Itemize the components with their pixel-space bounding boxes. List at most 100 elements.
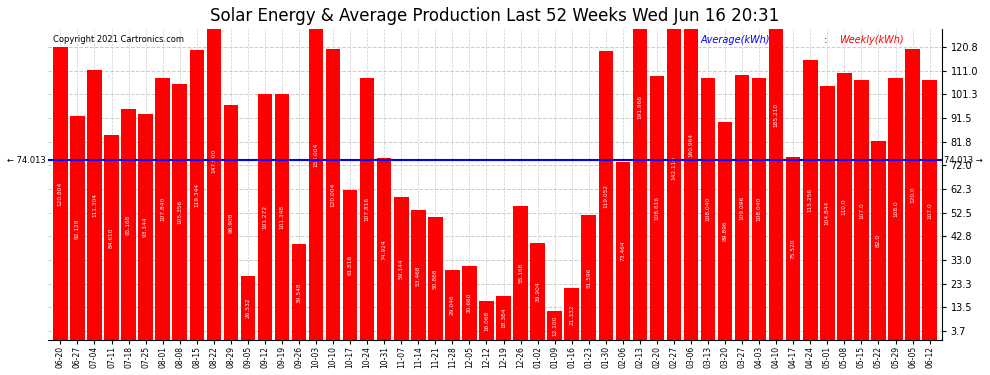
Bar — [581, 215, 596, 340]
Bar — [122, 109, 136, 340]
Text: Copyright 2021 Cartronics.com: Copyright 2021 Cartronics.com — [52, 36, 184, 45]
Text: 104.844: 104.844 — [825, 201, 830, 225]
Bar — [189, 50, 204, 340]
Bar — [838, 73, 851, 340]
Text: 93.144: 93.144 — [144, 217, 148, 237]
Bar — [87, 70, 102, 340]
Text: 16.068: 16.068 — [484, 310, 489, 331]
Text: 59.144: 59.144 — [399, 258, 404, 279]
Text: 105.356: 105.356 — [177, 200, 182, 224]
Text: 185.210: 185.210 — [774, 103, 779, 128]
Text: 111.304: 111.304 — [92, 193, 97, 217]
Bar — [292, 244, 306, 340]
Text: 153.004: 153.004 — [314, 142, 319, 166]
Text: 120.804: 120.804 — [57, 182, 63, 206]
Text: :: : — [821, 36, 831, 45]
Text: 107.816: 107.816 — [364, 197, 369, 221]
Bar — [207, 0, 221, 340]
Text: ← 74.013: ← 74.013 — [7, 156, 46, 165]
Bar — [923, 80, 937, 340]
Bar — [514, 206, 528, 340]
Bar — [888, 78, 903, 340]
Bar — [752, 78, 766, 340]
Text: 39.904: 39.904 — [536, 282, 541, 302]
Bar — [786, 157, 801, 340]
Text: 74.013 →: 74.013 → — [944, 156, 983, 165]
Bar — [343, 190, 357, 340]
Text: 108.040: 108.040 — [706, 197, 711, 221]
Text: 84.610: 84.610 — [109, 227, 114, 248]
Bar — [394, 196, 409, 340]
Text: 191.966: 191.966 — [638, 95, 643, 119]
Bar — [820, 86, 835, 340]
Bar — [735, 75, 749, 340]
Text: 12.100: 12.100 — [552, 315, 557, 336]
Bar — [377, 158, 391, 340]
Text: 109.096: 109.096 — [740, 196, 744, 220]
Bar — [564, 288, 579, 340]
Text: 108.0: 108.0 — [893, 201, 898, 217]
Bar — [905, 49, 920, 340]
Bar — [769, 0, 783, 340]
Bar — [718, 122, 733, 340]
Bar — [701, 78, 716, 340]
Bar — [172, 84, 187, 340]
Bar — [479, 301, 494, 340]
Text: 89.896: 89.896 — [723, 221, 728, 241]
Text: 39.548: 39.548 — [296, 282, 302, 303]
Text: 107.0: 107.0 — [859, 202, 864, 219]
Text: 160.964: 160.964 — [688, 133, 694, 157]
Text: 101.348: 101.348 — [279, 205, 284, 229]
Text: 108.040: 108.040 — [756, 197, 761, 221]
Bar — [155, 78, 170, 340]
Text: 95.168: 95.168 — [126, 214, 131, 235]
Text: 29.046: 29.046 — [449, 295, 454, 315]
Bar — [411, 210, 426, 340]
Text: 55.168: 55.168 — [518, 263, 523, 284]
Text: 30.660: 30.660 — [467, 293, 472, 313]
Text: 74.924: 74.924 — [382, 239, 387, 260]
Bar — [803, 60, 818, 340]
Bar — [547, 311, 562, 340]
Bar — [139, 114, 152, 340]
Text: 119.052: 119.052 — [603, 184, 608, 208]
Bar — [666, 0, 681, 340]
Bar — [53, 47, 67, 340]
Text: 110.0: 110.0 — [842, 198, 846, 215]
Text: 101.272: 101.272 — [262, 205, 267, 229]
Text: 75.520: 75.520 — [791, 238, 796, 259]
Text: 119.344: 119.344 — [194, 183, 199, 207]
Text: 147.900: 147.900 — [211, 148, 216, 173]
Text: 82.0: 82.0 — [876, 234, 881, 247]
Bar — [309, 0, 324, 340]
Bar — [496, 296, 511, 340]
Bar — [241, 276, 255, 340]
Bar — [257, 94, 272, 340]
Text: 108.616: 108.616 — [654, 196, 659, 220]
Text: 53.468: 53.468 — [416, 265, 421, 285]
Bar — [599, 51, 613, 340]
Bar — [274, 94, 289, 340]
Bar — [854, 80, 868, 340]
Text: 120.004: 120.004 — [331, 182, 336, 207]
Bar — [684, 0, 698, 340]
Text: 142.110: 142.110 — [671, 156, 676, 180]
Bar — [104, 135, 119, 340]
Bar — [446, 270, 459, 340]
Text: 21.332: 21.332 — [569, 304, 574, 325]
Bar — [326, 49, 341, 340]
Text: 107.840: 107.840 — [160, 197, 165, 221]
Text: 107.0: 107.0 — [927, 202, 933, 219]
Text: 50.868: 50.868 — [433, 268, 438, 289]
Bar — [224, 105, 238, 340]
Title: Solar Energy & Average Production Last 52 Weeks Wed Jun 16 20:31: Solar Energy & Average Production Last 5… — [210, 7, 780, 25]
Text: 96.908: 96.908 — [229, 212, 234, 233]
Text: Average(kWh): Average(kWh) — [700, 36, 770, 45]
Text: 92.128: 92.128 — [75, 218, 80, 238]
Text: Weekly(kWh): Weekly(kWh) — [839, 36, 904, 45]
Text: 26.532: 26.532 — [246, 298, 250, 318]
Bar — [531, 243, 544, 340]
Bar — [649, 76, 664, 340]
Bar — [871, 141, 886, 340]
Text: 18.384: 18.384 — [501, 308, 506, 328]
